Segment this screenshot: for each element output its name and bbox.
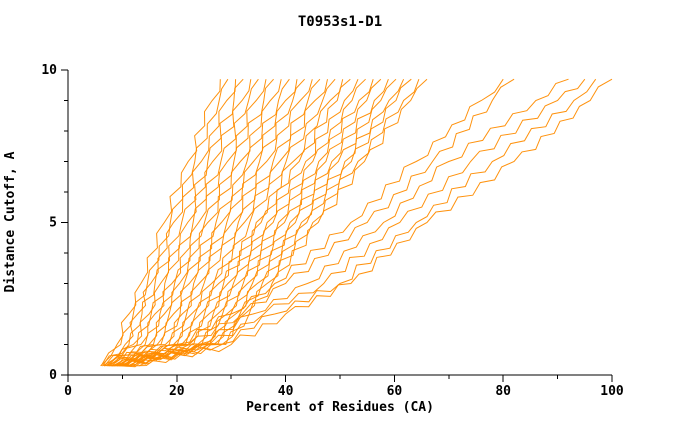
x-tick-label: 100	[600, 384, 624, 399]
model-curve	[102, 78, 244, 367]
model-curve	[133, 78, 597, 367]
model-curve	[127, 78, 586, 367]
y-axis-label: Distance Cutoff, A	[3, 151, 18, 292]
model-curve	[108, 79, 298, 367]
model-curve	[108, 78, 305, 367]
y-tick-label: 5	[49, 216, 57, 231]
x-axis-label: Percent of Residues (CA)	[246, 400, 434, 415]
model-curve	[115, 79, 359, 367]
model-curve	[100, 79, 221, 367]
model-curve	[107, 79, 282, 367]
y-tick-label: 10	[41, 63, 57, 78]
model-curve	[138, 78, 613, 367]
model-curve	[105, 79, 267, 367]
x-tick-label: 80	[495, 384, 511, 399]
model-curve	[107, 78, 290, 367]
model-curve	[105, 78, 274, 367]
model-curve	[102, 79, 237, 367]
x-tick-label: 0	[64, 384, 72, 399]
x-tick-label: 20	[169, 384, 185, 399]
x-tick-label: 60	[387, 384, 403, 399]
y-tick-label: 0	[49, 368, 57, 383]
model-curve	[122, 78, 428, 367]
model-curve	[121, 79, 420, 368]
model-curve	[113, 78, 351, 367]
model-curve	[115, 78, 366, 367]
x-tick-label: 40	[278, 384, 294, 399]
model-curve	[122, 78, 569, 367]
model-curve	[116, 78, 515, 367]
model-curve	[111, 78, 504, 367]
chart-title: T0953s1-D1	[298, 14, 382, 30]
model-curve	[120, 78, 405, 367]
